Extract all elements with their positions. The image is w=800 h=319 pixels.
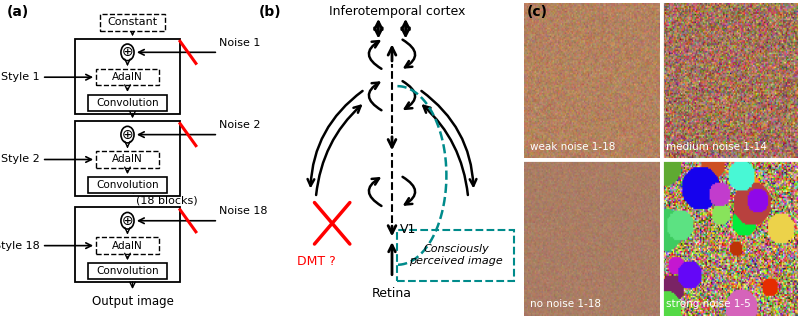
Text: weak noise 1-18: weak noise 1-18 <box>530 142 615 152</box>
Text: Style 18: Style 18 <box>0 241 39 251</box>
Bar <box>96 237 159 254</box>
Bar <box>74 207 181 282</box>
Text: medium noise 1-14: medium noise 1-14 <box>666 142 767 152</box>
Text: AdaIN: AdaIN <box>112 154 143 165</box>
Text: (c): (c) <box>526 5 548 19</box>
Text: Style 2: Style 2 <box>1 154 39 165</box>
Text: Noise 2: Noise 2 <box>219 120 261 130</box>
Bar <box>74 121 181 196</box>
Bar <box>96 69 159 85</box>
Bar <box>89 177 166 193</box>
Text: $\oplus$: $\oplus$ <box>122 128 134 142</box>
Text: DMT ?: DMT ? <box>297 255 335 268</box>
Text: Output image: Output image <box>91 295 174 308</box>
Text: strong noise 1-5: strong noise 1-5 <box>666 300 751 309</box>
Bar <box>89 263 166 279</box>
Bar <box>89 95 166 111</box>
Text: $\oplus$: $\oplus$ <box>122 214 134 228</box>
Circle shape <box>121 126 134 143</box>
Text: Convolution: Convolution <box>96 180 158 190</box>
Circle shape <box>121 212 134 229</box>
Text: Noise 1: Noise 1 <box>219 38 261 48</box>
Text: V1: V1 <box>400 223 417 236</box>
Bar <box>74 39 181 114</box>
Text: Retina: Retina <box>372 287 412 300</box>
Text: no noise 1-18: no noise 1-18 <box>530 300 601 309</box>
Text: (b): (b) <box>258 5 282 19</box>
Text: (a): (a) <box>6 5 29 19</box>
Text: Inferotemporal cortex: Inferotemporal cortex <box>330 5 466 18</box>
Text: Noise 18: Noise 18 <box>219 206 268 216</box>
Bar <box>96 151 159 168</box>
Text: Convolution: Convolution <box>96 98 158 108</box>
Text: $\oplus$: $\oplus$ <box>122 45 134 59</box>
Text: Style 1: Style 1 <box>1 72 39 82</box>
Text: (18 blocks): (18 blocks) <box>136 195 198 205</box>
Bar <box>398 230 514 281</box>
Text: AdaIN: AdaIN <box>112 72 143 82</box>
Text: Convolution: Convolution <box>96 266 158 276</box>
Text: Consciously
perceived image: Consciously perceived image <box>409 244 502 266</box>
Text: Constant: Constant <box>107 17 158 27</box>
Circle shape <box>121 44 134 61</box>
Bar <box>100 14 166 31</box>
Text: AdaIN: AdaIN <box>112 241 143 251</box>
